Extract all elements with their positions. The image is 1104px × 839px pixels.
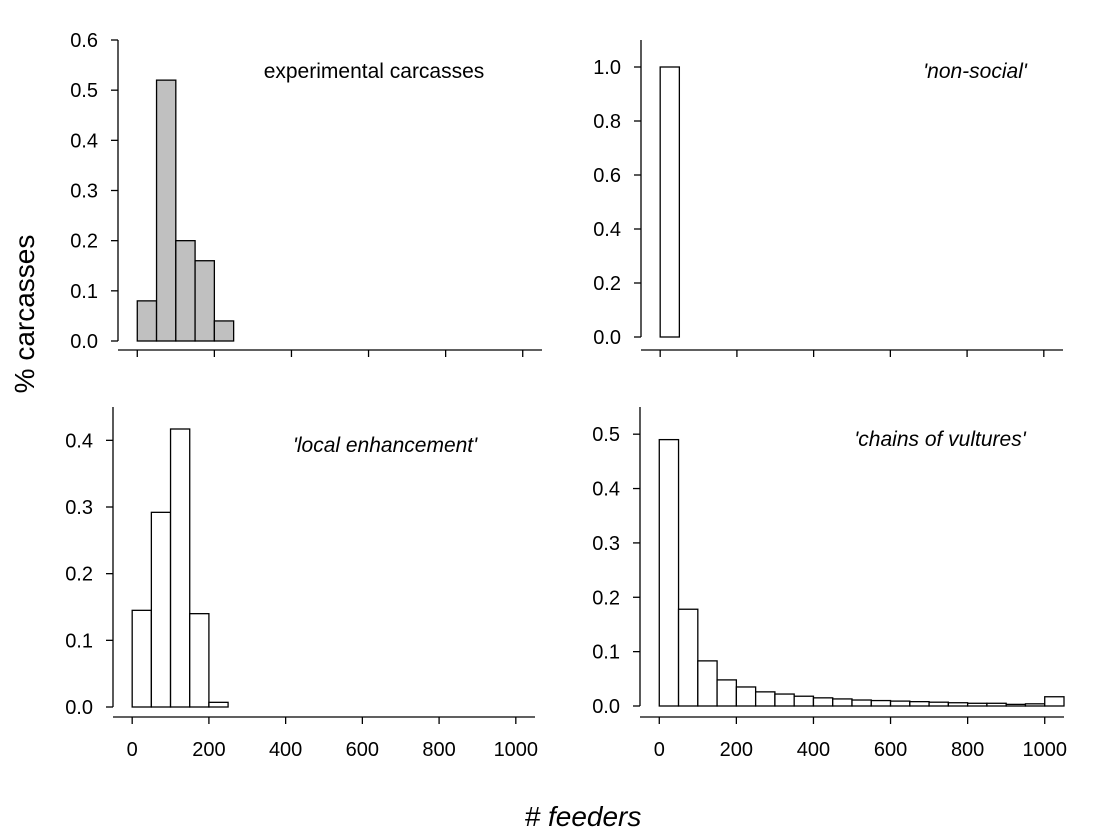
- histogram-bar: [175, 240, 196, 342]
- histogram-bar: [213, 320, 235, 342]
- x-axis-title: # feeders: [525, 801, 642, 832]
- x-tick-label: 400: [797, 739, 830, 761]
- x-tick-label: 0: [654, 739, 665, 761]
- histogram-bar: [889, 700, 911, 707]
- y-tick-label: 0.3: [592, 533, 620, 555]
- histogram-bar: [793, 695, 815, 707]
- y-tick-label: 0.0: [593, 327, 621, 349]
- histogram-bar: [832, 698, 853, 707]
- histogram-bar: [870, 699, 892, 707]
- x-tick-label: 200: [192, 739, 225, 761]
- panel-title: 'chains of vultures': [854, 428, 1026, 451]
- y-tick-label: 0.2: [592, 587, 620, 609]
- panel-chains-of-vultures: 0.0 0.1 0.2 0.3 0.4 0.5 0 200 400 600 800 1000 'chai…: [592, 407, 1067, 761]
- histogram-bar: [150, 511, 172, 708]
- histogram-bar: [966, 702, 988, 707]
- histogram-bar: [155, 79, 177, 342]
- histogram-bar: [754, 691, 776, 707]
- histogram-bar: [774, 693, 795, 707]
- panel-title: 'non-social': [923, 60, 1028, 83]
- y-tick-label: 0.0: [592, 696, 620, 718]
- y-tick-label: 1.0: [593, 57, 621, 79]
- panel-title: 'local enhancement': [293, 434, 478, 457]
- histogram-bar: [851, 699, 872, 707]
- y-tick-label: 0.1: [70, 281, 98, 303]
- histogram-bar: [1024, 703, 1046, 707]
- panels: 0.0 0.1 0.2 0.3 0.4 0.5 0.6 experimental carcas…: [65, 30, 1067, 761]
- histogram-bar: [208, 701, 229, 708]
- histogram-bar: [1044, 696, 1065, 707]
- histogram-bar: [677, 608, 699, 707]
- y-tick-label: 0.6: [593, 165, 621, 187]
- x-tick-label: 1000: [1022, 739, 1067, 761]
- panel-experimental-carcasses: 0.0 0.1 0.2 0.3 0.4 0.5 0.6 experimental carcas…: [70, 30, 542, 357]
- histogram-bar: [169, 428, 191, 708]
- x-tick-label: 200: [720, 739, 753, 761]
- histogram-bar: [716, 679, 738, 707]
- histogram-bar: [928, 701, 950, 707]
- histogram-bar: [131, 609, 153, 708]
- y-tick-label: 0.2: [593, 273, 621, 295]
- histogram-bar: [136, 300, 158, 342]
- x-tick-label: 600: [874, 739, 907, 761]
- x-tick-label: 600: [346, 739, 379, 761]
- y-tick-label: 0.6: [70, 30, 98, 52]
- y-tick-label: 0.3: [70, 181, 98, 203]
- y-axis-title: % carcasses: [9, 235, 40, 394]
- histogram-bar: [659, 66, 681, 338]
- x-tick-label: 0: [127, 739, 138, 761]
- x-tick-label: 400: [269, 739, 302, 761]
- y-tick-label: 0.1: [592, 642, 620, 664]
- x-tick-label: 1000: [494, 739, 539, 761]
- y-tick-label: 0.4: [65, 430, 93, 452]
- y-tick-label: 0.0: [65, 697, 93, 719]
- histogram-bar: [735, 686, 757, 707]
- y-tick-label: 0.0: [70, 331, 98, 353]
- histogram-bar: [909, 701, 930, 707]
- histogram-bar: [986, 702, 1007, 707]
- y-tick-label: 0.4: [593, 219, 621, 241]
- histogram-bar: [947, 702, 969, 707]
- y-tick-label: 0.3: [65, 497, 93, 519]
- y-tick-label: 0.2: [70, 231, 98, 253]
- y-tick-label: 0.4: [592, 479, 620, 501]
- histogram-bar: [189, 613, 210, 708]
- y-tick-label: 0.2: [65, 564, 93, 586]
- x-tick-label: 800: [951, 739, 984, 761]
- histogram-bar: [812, 697, 834, 707]
- histogram-bar: [194, 260, 216, 342]
- panel-title: experimental carcasses: [264, 60, 485, 83]
- y-tick-label: 0.5: [592, 424, 620, 446]
- y-tick-label: 0.5: [70, 80, 98, 102]
- histogram-bar: [658, 438, 680, 707]
- y-tick-label: 0.4: [70, 130, 98, 152]
- y-tick-label: 0.8: [593, 111, 621, 133]
- histogram-bar: [1005, 703, 1027, 707]
- histogram-bar: [697, 660, 718, 707]
- panel-local-enhancement: 0.0 0.1 0.2 0.3 0.4 0 200 400 600 800 1000 'local e…: [65, 407, 538, 761]
- panel-non-social: 0.0 0.2 0.4 0.6 0.8 1.0 'non-social': [593, 40, 1063, 357]
- x-tick-label: 800: [422, 739, 455, 761]
- y-tick-label: 0.1: [65, 630, 93, 652]
